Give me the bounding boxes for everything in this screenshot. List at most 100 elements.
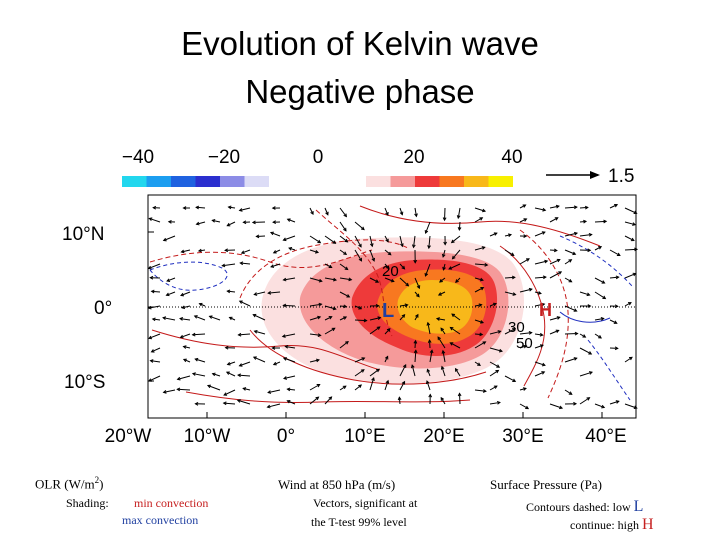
wind-vector-head [429, 349, 434, 354]
wind-vector [339, 291, 350, 298]
wind-vector-head [528, 287, 533, 292]
wind-vector-head [404, 303, 409, 308]
wind-vector-head [588, 371, 593, 375]
wind-vector-head [601, 404, 606, 409]
wind-vector [163, 389, 176, 393]
wind-vector [489, 330, 501, 335]
wind-vector [399, 381, 405, 391]
wind-vector [450, 342, 461, 349]
wind-vector [254, 291, 266, 296]
wind-vector-head [587, 304, 592, 308]
wind-vector-head [537, 291, 542, 295]
wind-vector [534, 260, 548, 265]
wind-vector-head [317, 239, 322, 244]
contour-line [559, 311, 611, 323]
wind-vector [227, 361, 236, 365]
wind-vector-head [253, 329, 258, 334]
wind-vector-head [440, 327, 445, 332]
wind-vector [148, 263, 161, 269]
wind-vector [339, 316, 347, 321]
wind-vector-head [450, 239, 455, 244]
wind-vector-head [180, 249, 185, 254]
x-tick-label: 40°E [585, 426, 626, 447]
wind-vector [624, 221, 636, 226]
olr-legend-title: OLR (W/m2) [35, 475, 103, 492]
wind-vector-head [226, 289, 231, 294]
wind-vector [354, 384, 362, 391]
wind-vector-head [507, 233, 513, 238]
wind-vector-head [282, 277, 287, 282]
wind-vector [384, 277, 394, 282]
wind-vector-head [272, 220, 277, 225]
wind-vector-head [457, 392, 462, 397]
wind-vector [399, 277, 409, 287]
wind-vector [474, 304, 482, 307]
pressure-contours [149, 205, 633, 404]
wind-vector [195, 358, 206, 363]
wind-vector [283, 235, 296, 241]
colorbar-label: 40 [501, 147, 522, 168]
wind-vector-head [331, 327, 336, 332]
wind-vector-head [495, 369, 500, 374]
wind-vector-head [343, 316, 348, 320]
wind-vector-head [272, 361, 277, 366]
wind-vector-head [236, 399, 241, 403]
wind-vector [384, 380, 389, 391]
wind-vector-head [282, 237, 287, 242]
wind-vector-head [628, 356, 633, 361]
wind-vector-head [442, 266, 446, 271]
wind-vector-head [226, 361, 231, 366]
wind-vector [429, 350, 433, 363]
wind-vector [474, 263, 488, 266]
wind-vector-head [195, 221, 200, 226]
wind-vector [437, 336, 446, 349]
wind-vector-head [405, 282, 410, 287]
wind-vector-head [556, 258, 561, 263]
wind-vector [287, 400, 296, 405]
wind-vector [324, 316, 332, 321]
wind-vector-head [375, 279, 380, 283]
wind-vector [411, 365, 416, 377]
contour-line [559, 235, 633, 287]
colorbar-label: −20 [208, 147, 240, 168]
wind-vector [534, 344, 544, 349]
wind-vector [549, 271, 562, 279]
wind-vector-head [222, 401, 227, 406]
wind-vector [339, 235, 348, 243]
wind-vector [534, 371, 545, 377]
wind-vector-head [602, 295, 607, 300]
wind-vector-head [376, 326, 381, 330]
wind-vector-head [318, 302, 323, 307]
wind-vector-head [237, 373, 242, 378]
wind-vector [283, 375, 296, 380]
wind-vector-head [425, 380, 430, 385]
wind-vector-head [182, 345, 187, 349]
wind-vector [624, 356, 633, 363]
wind-vector [369, 368, 380, 377]
wind-vector [564, 357, 577, 363]
wind-vector [354, 319, 367, 322]
wind-vector-head [522, 387, 527, 391]
wind-vector [455, 368, 461, 377]
wind-vector-head [573, 357, 578, 361]
wind-vector-head [401, 314, 406, 318]
wind-vector-head [498, 348, 503, 353]
wind-vector [448, 263, 461, 270]
wind-vector [426, 369, 431, 377]
wind-vector-head [457, 226, 462, 231]
wind-vector [564, 305, 577, 312]
wind-vector [564, 249, 576, 255]
wind-vector [425, 221, 431, 234]
wind-vector [452, 249, 461, 260]
wind-vector [273, 361, 281, 366]
wind-vector [183, 358, 191, 363]
wind-vector-head [410, 364, 415, 369]
colorbar-positive [366, 176, 513, 187]
wind-vector-head [614, 203, 619, 208]
wind-vector [239, 207, 251, 212]
wind-vector-head [162, 316, 167, 320]
wind-vector-head [342, 385, 347, 390]
wind-vector-head [385, 238, 389, 243]
wind-vector-head [358, 306, 363, 310]
wind-vector [354, 305, 362, 310]
